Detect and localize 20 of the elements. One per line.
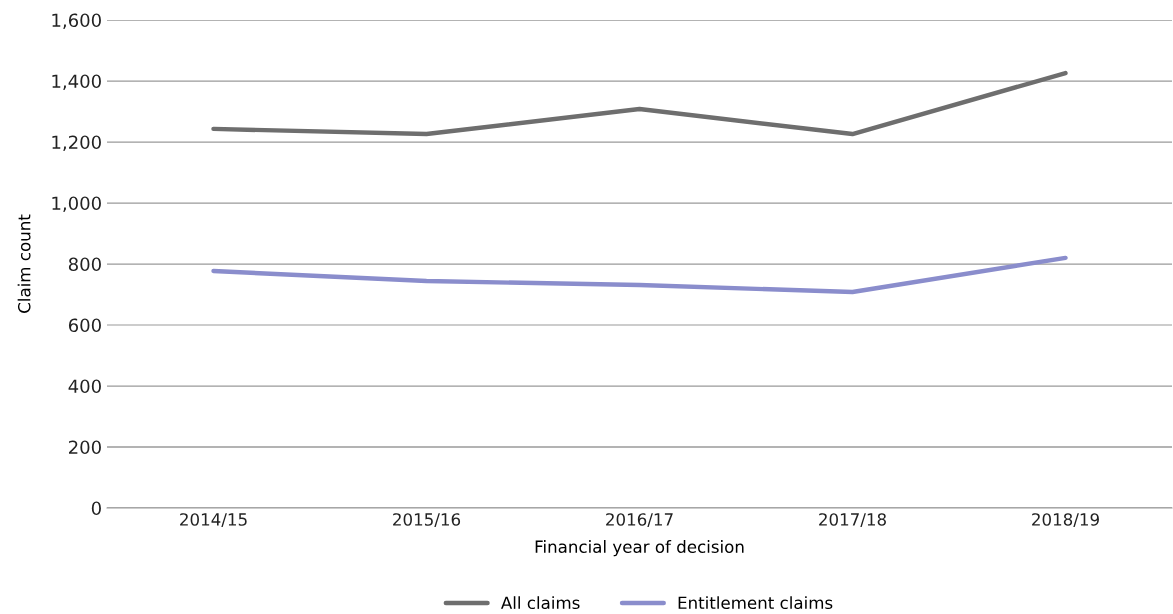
legend-label: Entitlement claims <box>678 596 833 610</box>
x-tick-label: 2015/16 <box>393 513 461 528</box>
x-tick-label: 2017/18 <box>819 513 886 528</box>
line-series <box>211 255 1068 295</box>
x-tick-label: 2014/15 <box>180 513 247 528</box>
y-tick-label: 200 <box>69 440 101 455</box>
y-axis-title: Claim count <box>17 214 31 313</box>
y-tick-label: 400 <box>68 379 101 394</box>
y-tick-label: 600 <box>68 318 101 333</box>
y-tick-label: 1,000 <box>52 196 101 212</box>
y-tick-label: 1,600 <box>52 13 101 29</box>
y-tick-label: 1,200 <box>52 135 101 151</box>
x-axis-title: Financial year of decision <box>535 540 744 557</box>
legend-label: All claims <box>500 596 580 610</box>
x-tick-label: 2018/19 <box>1032 513 1099 528</box>
y-tick-label: 800 <box>68 257 101 272</box>
line-series <box>211 70 1068 137</box>
x-tick-label: 2016/17 <box>606 513 673 528</box>
y-tick-label: 0 <box>91 501 101 516</box>
y-tick-label: 1,400 <box>52 74 101 90</box>
